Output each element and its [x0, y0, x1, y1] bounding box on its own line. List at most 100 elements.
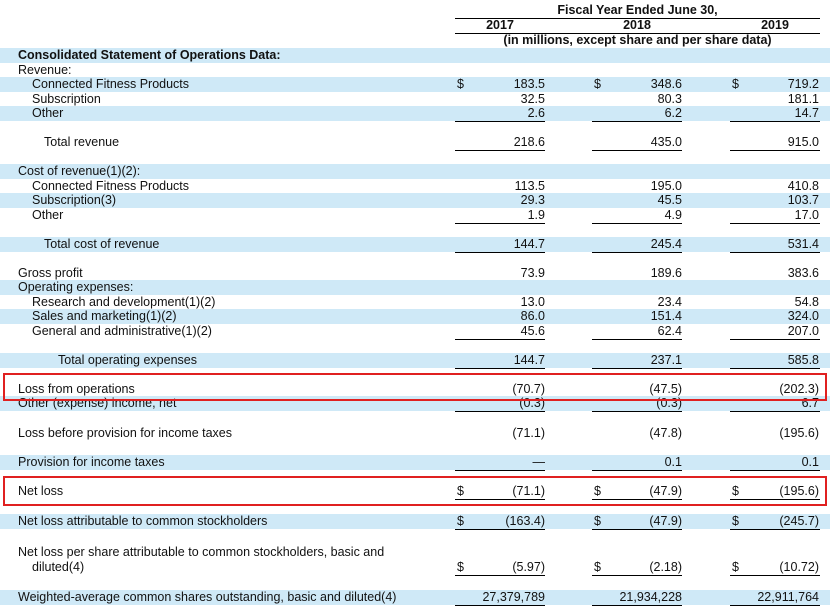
underline [730, 470, 820, 471]
value-2019: 14.7 [794, 106, 819, 120]
row-label: Net loss attributable to common stockhol… [18, 514, 268, 528]
dollar-sign: $ [594, 484, 601, 498]
row-label: Cost of revenue(1)(2): [18, 164, 141, 178]
value-2017: 183.5 [513, 77, 545, 91]
table-row: Total operating expenses 144.7 237.1 585… [0, 353, 830, 369]
table-row: Total revenue 218.6 435.0 915.0 [0, 135, 830, 151]
table-row: Consolidated Statement of Operations Dat… [0, 48, 830, 63]
underline [730, 223, 820, 224]
year-2018-header: 2018 [623, 18, 651, 32]
row-label: Gross profit [18, 266, 83, 280]
value-2018: 237.1 [650, 353, 682, 367]
underline [592, 529, 682, 530]
value-2017: 73.9 [520, 266, 545, 280]
value-2019: 719.2 [787, 77, 819, 91]
underline [592, 499, 682, 500]
table-row: Net loss attributable to common stockhol… [0, 514, 830, 530]
value-2018: 151.4 [650, 309, 682, 323]
underline [730, 150, 820, 151]
value-2019: 181.1 [787, 92, 819, 106]
row-label: Connected Fitness Products [32, 179, 190, 193]
underline [730, 252, 820, 253]
underline [592, 339, 682, 340]
table-row: Research and development(1)(2) 13.0 23.4… [0, 295, 830, 310]
years-rule [455, 33, 820, 34]
underline [455, 529, 545, 530]
value-2018: 348.6 [650, 77, 682, 91]
value-2017: 113.5 [514, 179, 545, 193]
underline [592, 470, 682, 471]
underline [455, 121, 545, 122]
underline [592, 575, 682, 576]
row-label: Subscription [32, 92, 101, 106]
year-2017-header: 2017 [486, 18, 514, 32]
row-label: General and administrative(1)(2) [32, 324, 212, 338]
table-row: Revenue: [0, 63, 830, 78]
value-2017: 218.6 [513, 135, 545, 149]
underline [455, 368, 545, 369]
highlight-box-loss-from-operations [3, 373, 827, 401]
underline [730, 411, 820, 412]
value-2018: (47.9) [649, 484, 682, 498]
value-2019: 324.0 [787, 309, 819, 323]
table-row: Loss before provision for income taxes (… [0, 426, 830, 441]
header-rule [455, 18, 820, 19]
underline [592, 411, 682, 412]
row-label: Research and development(1)(2) [32, 295, 216, 309]
value-2019: 22,911,764 [757, 590, 819, 604]
value-2019: 103.7 [787, 193, 819, 207]
table-row: Provision for income taxes — 0.1 0.1 [0, 455, 830, 471]
table-row: Other 2.6 6.2 14.7 [0, 106, 830, 122]
table-row: Subscription 32.5 80.3 181.1 [0, 92, 830, 107]
row-label: Revenue: [18, 63, 72, 77]
fiscal-year-title: Fiscal Year Ended June 30, [557, 3, 718, 17]
dollar-sign: $ [732, 484, 739, 498]
table-row: Total cost of revenue 144.7 245.4 531.4 [0, 237, 830, 253]
row-label: Loss from operations [18, 382, 135, 396]
value-2017: 144.7 [513, 237, 545, 251]
underline [455, 575, 545, 576]
table-row: Subscription(3) 29.3 45.5 103.7 [0, 193, 830, 208]
row-label: Net loss [18, 484, 64, 498]
table-row: Connected Fitness Products 113.5 195.0 4… [0, 179, 830, 194]
underline [730, 339, 820, 340]
value-2018: 6.2 [664, 106, 682, 120]
value-2018: 0.1 [664, 455, 682, 469]
value-2017: (71.1) [512, 426, 545, 440]
value-2017: 144.7 [513, 353, 545, 367]
value-2018: 80.3 [657, 92, 682, 106]
value-2019: (195.6) [779, 426, 819, 440]
row-label: Connected Fitness Products [32, 77, 190, 91]
value-2019: 915.0 [787, 135, 819, 149]
dollar-sign: $ [732, 514, 739, 528]
underline [730, 605, 820, 606]
table-row: Gross profit 73.9 189.6 383.6 [0, 266, 830, 281]
value-2018: 4.9 [664, 208, 682, 222]
dollar-sign: $ [732, 560, 739, 574]
value-2017: (163.4) [505, 514, 545, 528]
row-label: Operating expenses: [18, 280, 134, 294]
value-2018: (47.8) [649, 426, 682, 440]
row-label: Subscription(3) [32, 193, 117, 207]
value-2018: 435.0 [650, 135, 682, 149]
row-label: Sales and marketing(1)(2) [32, 309, 177, 323]
table-row: Operating expenses: [0, 280, 830, 295]
row-label: Total cost of revenue [44, 237, 160, 251]
value-2017: 45.6 [520, 324, 545, 338]
underline [592, 150, 682, 151]
value-2019: 531.4 [787, 237, 819, 251]
dollar-sign: $ [457, 514, 464, 528]
row-label: Total operating expenses [58, 353, 197, 367]
dollar-sign: $ [457, 484, 464, 498]
dollar-sign: $ [457, 77, 464, 91]
row-label: diluted(4) [32, 560, 85, 574]
dollar-sign: $ [594, 77, 601, 91]
table-row: Net loss $ (71.1) $ (47.9) $ (195.6) [0, 484, 830, 500]
underline [455, 499, 545, 500]
value-2019: 207.0 [787, 324, 819, 338]
underline [592, 223, 682, 224]
underline [455, 470, 545, 471]
value-2018: (47.9) [649, 514, 682, 528]
value-2017: — [532, 455, 546, 469]
